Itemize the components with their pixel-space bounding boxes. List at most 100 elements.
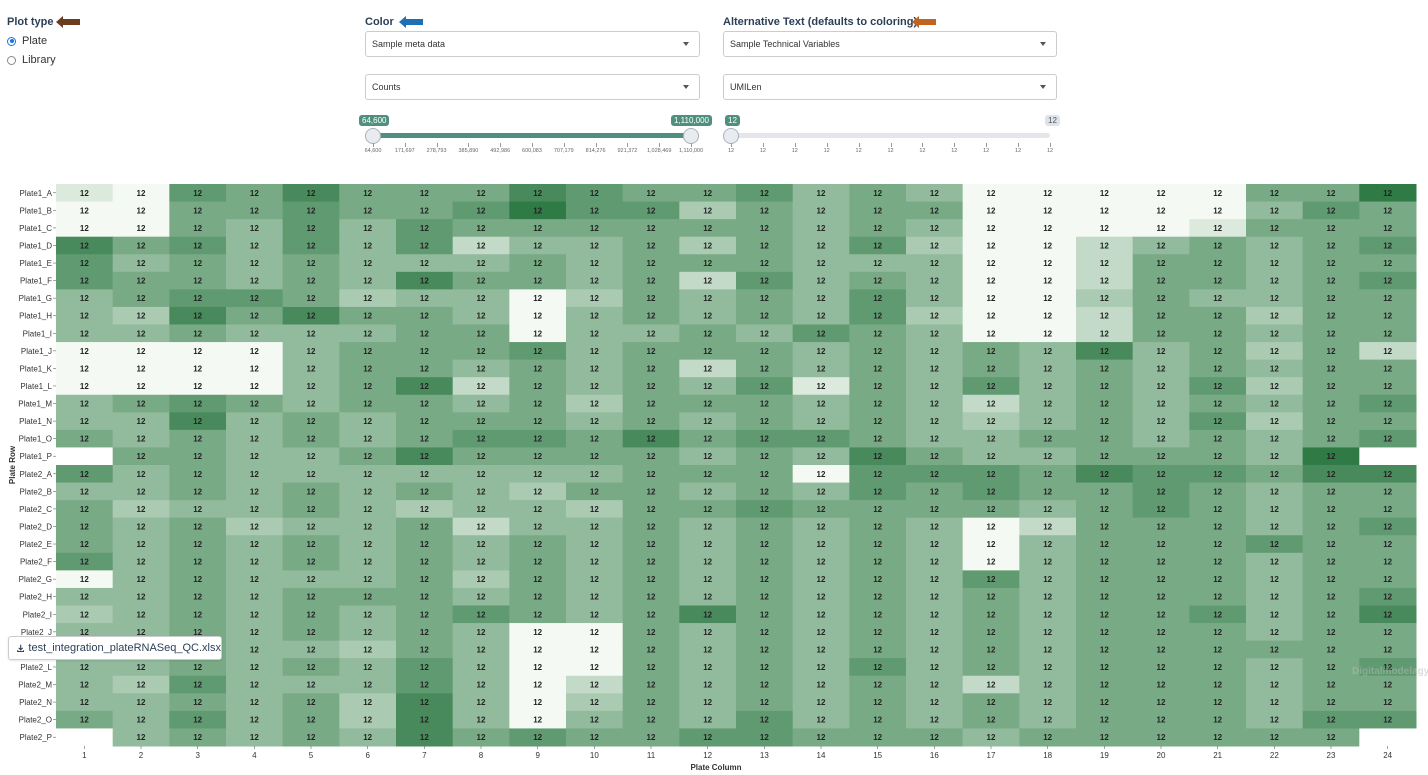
heatmap-cell[interactable] [169,658,227,677]
heatmap-cell[interactable] [226,324,284,343]
heatmap-cell[interactable] [169,201,227,220]
heatmap-cell[interactable] [1246,271,1304,290]
heatmap-cell[interactable] [792,429,850,448]
heatmap-cell[interactable] [112,324,170,343]
heatmap-cell[interactable] [622,342,680,361]
heatmap-cell[interactable] [566,465,624,484]
chevron-down-icon[interactable] [683,85,689,89]
heatmap-cell[interactable] [792,394,850,413]
heatmap-cell[interactable] [509,306,567,325]
heatmap-cell[interactable] [566,324,624,343]
heatmap-cell[interactable] [622,219,680,238]
heatmap-cell[interactable] [792,693,850,712]
heatmap-cell[interactable] [792,359,850,378]
heatmap-cell[interactable] [396,324,454,343]
heatmap-cell[interactable] [226,412,284,431]
heatmap-cell[interactable] [339,570,397,589]
heatmap-cell[interactable] [339,535,397,554]
heatmap-cell[interactable] [1019,640,1077,659]
heatmap-cell[interactable] [509,359,567,378]
heatmap-cell[interactable] [339,482,397,501]
heatmap-cell[interactable] [622,623,680,642]
heatmap-cell[interactable] [169,710,227,729]
heatmap-cell[interactable] [1132,342,1190,361]
heatmap-cell[interactable] [1189,465,1247,484]
heatmap-cell[interactable] [1302,271,1360,290]
heatmap-cell[interactable] [282,201,340,220]
heatmap-cell[interactable] [1019,517,1077,536]
heatmap-cell[interactable] [1019,605,1077,624]
heatmap-cell[interactable] [169,570,227,589]
heatmap-cell[interactable] [962,605,1020,624]
heatmap-cell[interactable] [906,693,964,712]
heatmap-cell[interactable] [679,710,737,729]
heatmap-cell[interactable] [566,710,624,729]
heatmap-cell[interactable] [849,465,907,484]
heatmap-cell[interactable] [622,552,680,571]
heatmap-cell[interactable] [56,377,114,396]
heatmap-cell[interactable] [56,254,114,273]
heatmap-cell[interactable] [792,377,850,396]
heatmap-cell[interactable] [1302,359,1360,378]
heatmap-cell[interactable] [962,693,1020,712]
heatmap-cell[interactable] [962,623,1020,642]
heatmap-cell[interactable] [1359,482,1417,501]
heatmap-cell[interactable] [452,587,510,606]
heatmap-cell[interactable] [169,535,227,554]
heatmap-cell[interactable] [56,394,114,413]
heatmap-cell[interactable] [962,201,1020,220]
heatmap-cell[interactable] [509,517,567,536]
heatmap-cell[interactable] [906,658,964,677]
heatmap-cell[interactable] [282,271,340,290]
heatmap-cell[interactable] [226,184,284,203]
heatmap-cell[interactable] [1359,710,1417,729]
heatmap-cell[interactable] [1076,570,1134,589]
heatmap-cell[interactable] [622,587,680,606]
heatmap-cell[interactable] [56,271,114,290]
heatmap-cell[interactable] [566,693,624,712]
heatmap-cell[interactable] [566,184,624,203]
heatmap-cell[interactable] [792,465,850,484]
heatmap-cell[interactable] [1076,500,1134,519]
heatmap-cell[interactable] [396,306,454,325]
heatmap-cell[interactable] [622,184,680,203]
heatmap-cell[interactable] [282,412,340,431]
heatmap-cell[interactable] [679,517,737,536]
heatmap-cell[interactable] [736,710,794,729]
heatmap-cell[interactable] [679,342,737,361]
heatmap-cell[interactable] [509,377,567,396]
heatmap-cell[interactable] [1246,447,1304,466]
heatmap-cell[interactable] [169,306,227,325]
heatmap-cell[interactable] [1019,658,1077,677]
heatmap-cell[interactable] [396,675,454,694]
heatmap-cell[interactable] [1246,324,1304,343]
heatmap-cell[interactable] [112,570,170,589]
heatmap-cell[interactable] [282,236,340,255]
heatmap-cell[interactable] [169,728,227,747]
heatmap-cell[interactable] [962,728,1020,747]
heatmap-cell[interactable] [1132,605,1190,624]
heatmap-cell[interactable] [566,236,624,255]
heatmap-cell[interactable] [1302,605,1360,624]
heatmap-cell[interactable] [396,184,454,203]
heatmap-cell[interactable] [849,710,907,729]
heatmap-cell[interactable] [112,710,170,729]
heatmap-cell[interactable] [1246,605,1304,624]
heatmap-cell[interactable] [1246,394,1304,413]
heatmap-cell[interactable] [1359,675,1417,694]
heatmap-cell[interactable] [1359,236,1417,255]
heatmap-cell[interactable] [679,254,737,273]
heatmap-cell[interactable] [226,201,284,220]
heatmap-cell[interactable] [452,728,510,747]
heatmap-cell[interactable] [962,219,1020,238]
heatmap-cell[interactable] [622,271,680,290]
heatmap-cell[interactable] [1359,271,1417,290]
heatmap-cell[interactable] [736,201,794,220]
heatmap-cell[interactable] [792,570,850,589]
heatmap-cell[interactable] [1189,201,1247,220]
heatmap-cell[interactable] [792,675,850,694]
heatmap-cell[interactable] [452,675,510,694]
heatmap-cell[interactable] [1189,658,1247,677]
heatmap-cell[interactable] [56,306,114,325]
heatmap-cell[interactable] [452,306,510,325]
